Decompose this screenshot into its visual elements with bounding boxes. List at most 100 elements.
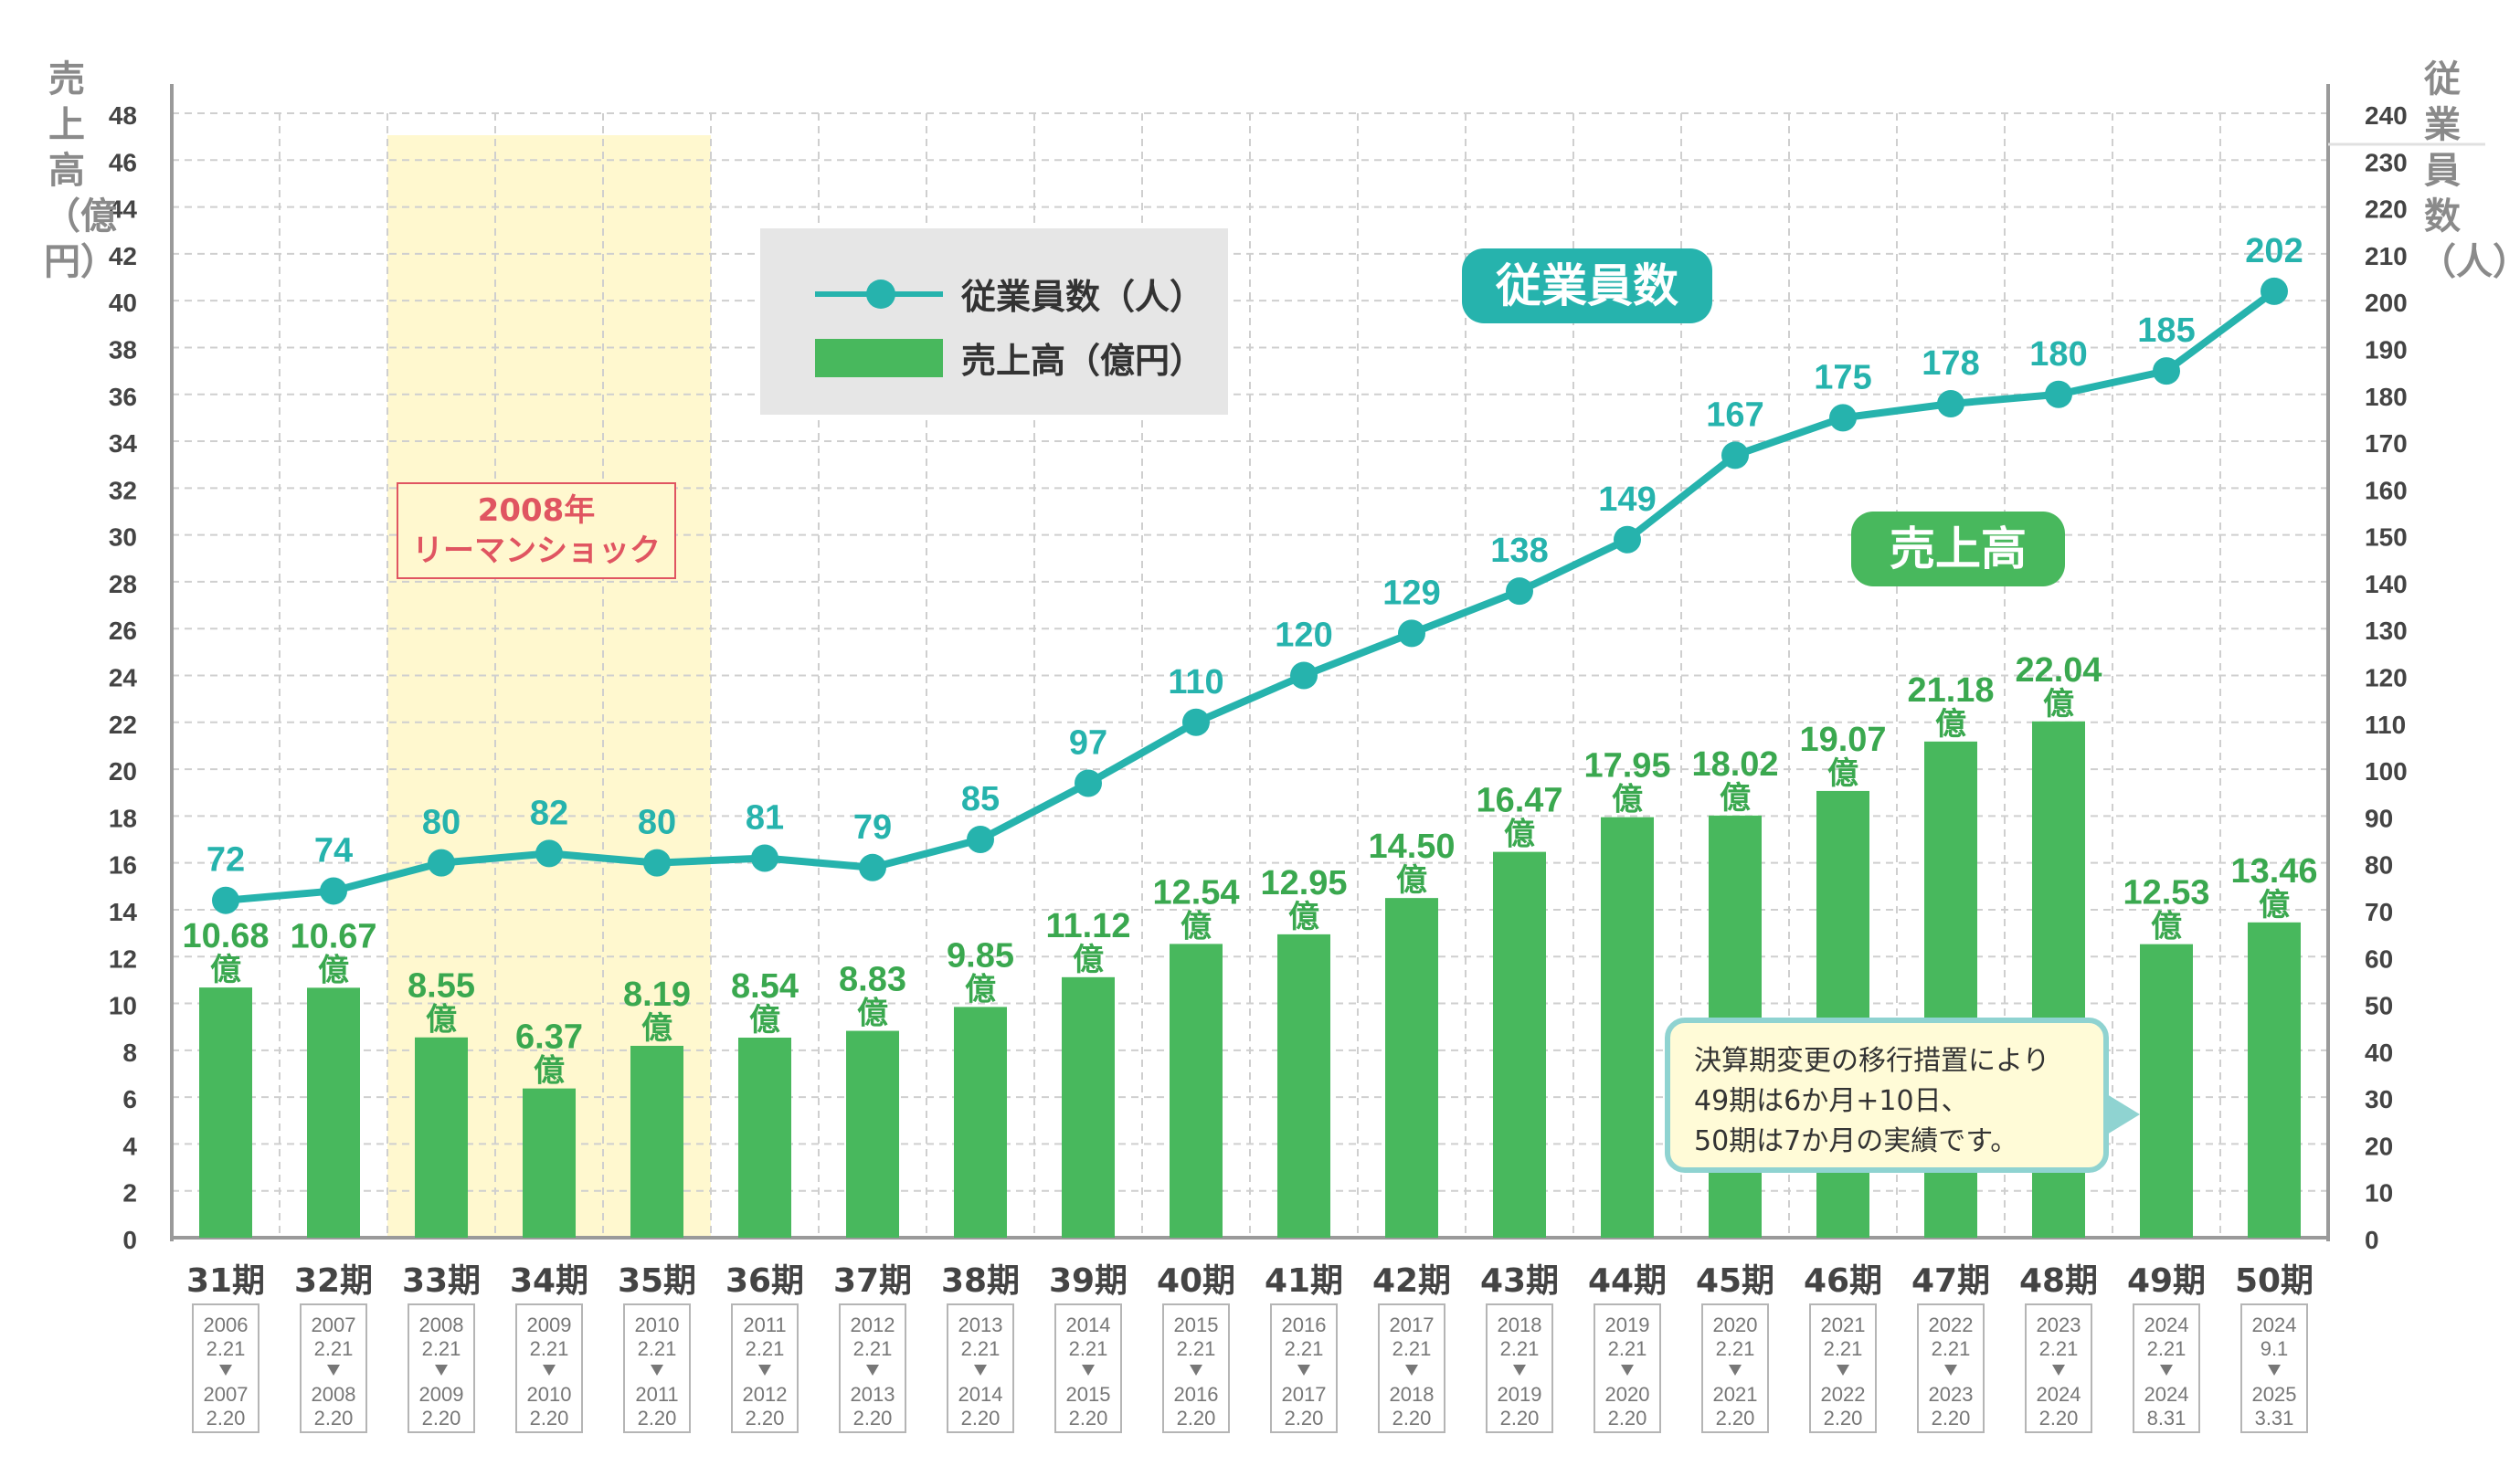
employee-value-label: 72 <box>206 841 245 880</box>
employee-point <box>1398 619 1425 648</box>
employee-point <box>428 849 455 877</box>
right-tick-label: 90 <box>2365 804 2393 832</box>
x-category-label: 43期 <box>1480 1262 1559 1300</box>
period-end-year: 2010 <box>527 1383 572 1406</box>
bar-unit-label: 億 <box>641 1010 672 1047</box>
left-tick-label: 8 <box>122 1039 137 1067</box>
left-tick-label: 10 <box>109 992 137 1020</box>
x-category-label: 39期 <box>1049 1262 1128 1300</box>
period-start-year: 2010 <box>635 1313 680 1336</box>
right-tick-label: 140 <box>2365 570 2408 598</box>
period-end-date: 2.20 <box>530 1407 569 1430</box>
lehman-line1: 2008年 <box>477 492 596 529</box>
bar-value-label: 9.85 <box>947 936 1014 975</box>
right-tick-label: 230 <box>2365 148 2408 176</box>
x-category-label: 35期 <box>618 1262 696 1300</box>
employee-point <box>212 886 239 914</box>
period-end-year: 2015 <box>1066 1383 1111 1406</box>
period-end-year: 2018 <box>1390 1383 1435 1406</box>
employee-value-label: 202 <box>2245 232 2303 270</box>
period-arrow <box>219 1365 232 1376</box>
employee-value-label: 74 <box>314 831 353 870</box>
right-tick-label: 190 <box>2365 335 2408 364</box>
employee-line: 72 74 80 82 80 81 79 85 97 110 120 129 138 149 167 175 1… <box>206 232 2303 914</box>
x-labels: 31期20062.2120072.2032期20072.2120082.2033… <box>186 1262 2314 1433</box>
left-tick-label: 34 <box>109 429 138 458</box>
period-start-date: 2.21 <box>853 1337 893 1360</box>
bar <box>307 987 360 1238</box>
x-category-label: 33期 <box>402 1262 481 1300</box>
period-start-date: 2.21 <box>1285 1337 1324 1360</box>
period-start-year: 2011 <box>743 1313 786 1336</box>
bar-value-label: 6.37 <box>515 1018 583 1057</box>
bar-value-label: 12.95 <box>1260 864 1347 902</box>
period-start-date: 2.21 <box>2039 1337 2079 1360</box>
bar-unit-label: 億 <box>318 952 349 988</box>
period-arrow <box>2052 1365 2065 1376</box>
period-start-date: 2.21 <box>1716 1337 1755 1360</box>
x-category-label: 46期 <box>1804 1262 1882 1300</box>
employee-value-label: 79 <box>853 808 892 847</box>
bar-value-label: 16.47 <box>1476 782 1562 820</box>
period-end-year: 2025 <box>2252 1383 2297 1406</box>
bar-value-label: 8.83 <box>839 961 906 999</box>
right-tick-label: 100 <box>2365 757 2408 786</box>
bar-value-label: 22.04 <box>2015 651 2102 690</box>
employee-value-label: 129 <box>1382 574 1440 612</box>
employee-value-label: 85 <box>961 780 1000 818</box>
bar-unit-label: 億 <box>1720 780 1751 817</box>
bar-value-label: 14.50 <box>1368 828 1455 866</box>
bar <box>523 1088 576 1238</box>
bar-unit-label: 億 <box>749 1002 780 1039</box>
right-tick-label: 150 <box>2365 523 2408 552</box>
bar-unit-label: 億 <box>534 1053 565 1090</box>
bar-unit-label: 億 <box>857 996 888 1032</box>
bar-unit-label: 億 <box>1288 899 1319 935</box>
employee-value-label: 110 <box>1168 663 1223 702</box>
left-tick-label: 14 <box>109 898 138 926</box>
period-end-year: 2017 <box>1282 1383 1327 1406</box>
bar-value-label: 11.12 <box>1046 907 1131 945</box>
bar <box>846 1030 899 1238</box>
period-start-date: 2.21 <box>1500 1337 1540 1360</box>
period-start-year: 2024 <box>2252 1313 2297 1336</box>
period-arrow <box>1621 1365 1634 1376</box>
period-arrow <box>866 1365 879 1376</box>
period-start-year: 2007 <box>312 1313 356 1336</box>
bar <box>1493 851 1546 1238</box>
period-start-date: 2.21 <box>1608 1337 1647 1360</box>
bar-value-label: 18.02 <box>1691 745 1778 784</box>
period-arrow <box>1944 1365 1957 1376</box>
x-category-label: 47期 <box>1911 1262 1990 1300</box>
employee-point <box>535 839 563 868</box>
bar <box>415 1037 468 1238</box>
left-tick-label: 42 <box>109 242 137 270</box>
employee-value-label: 97 <box>1069 723 1107 762</box>
period-end-date: 2.20 <box>1177 1407 1216 1430</box>
period-start-date: 2.21 <box>1177 1337 1216 1360</box>
bar-unit-label: 億 <box>2259 887 2290 923</box>
period-start-year: 2012 <box>851 1313 895 1336</box>
period-end-date: 2.20 <box>314 1407 354 1430</box>
lehman-callout: 2008年 リーマンショック <box>397 482 676 579</box>
bars <box>199 721 2301 1238</box>
period-end-year: 2008 <box>312 1383 356 1406</box>
employee-value-label: 185 <box>2137 311 2195 350</box>
period-box <box>1162 1303 1230 1433</box>
right-tick-label: 10 <box>2365 1179 2393 1208</box>
period-start-date: 2.21 <box>314 1337 354 1360</box>
right-tick-label: 70 <box>2365 898 2393 926</box>
period-start-date: 2.21 <box>746 1337 785 1360</box>
bar-value-label: 8.54 <box>731 967 799 1006</box>
right-tick-label: 170 <box>2365 429 2408 458</box>
period-end-date: 2.20 <box>1824 1407 1863 1430</box>
employee-value-label: 180 <box>2029 335 2087 374</box>
bar <box>1385 898 1438 1238</box>
period-end-year: 2013 <box>851 1383 895 1406</box>
note-line3: 50期は7か月の実績です。 <box>1694 1125 2018 1157</box>
period-end-date: 2.20 <box>853 1407 893 1430</box>
employee-point <box>2153 357 2180 385</box>
bar-value-label: 19.07 <box>1799 721 1886 759</box>
period-start-year: 2015 <box>1174 1313 1219 1336</box>
employee-value-label: 81 <box>746 799 784 838</box>
